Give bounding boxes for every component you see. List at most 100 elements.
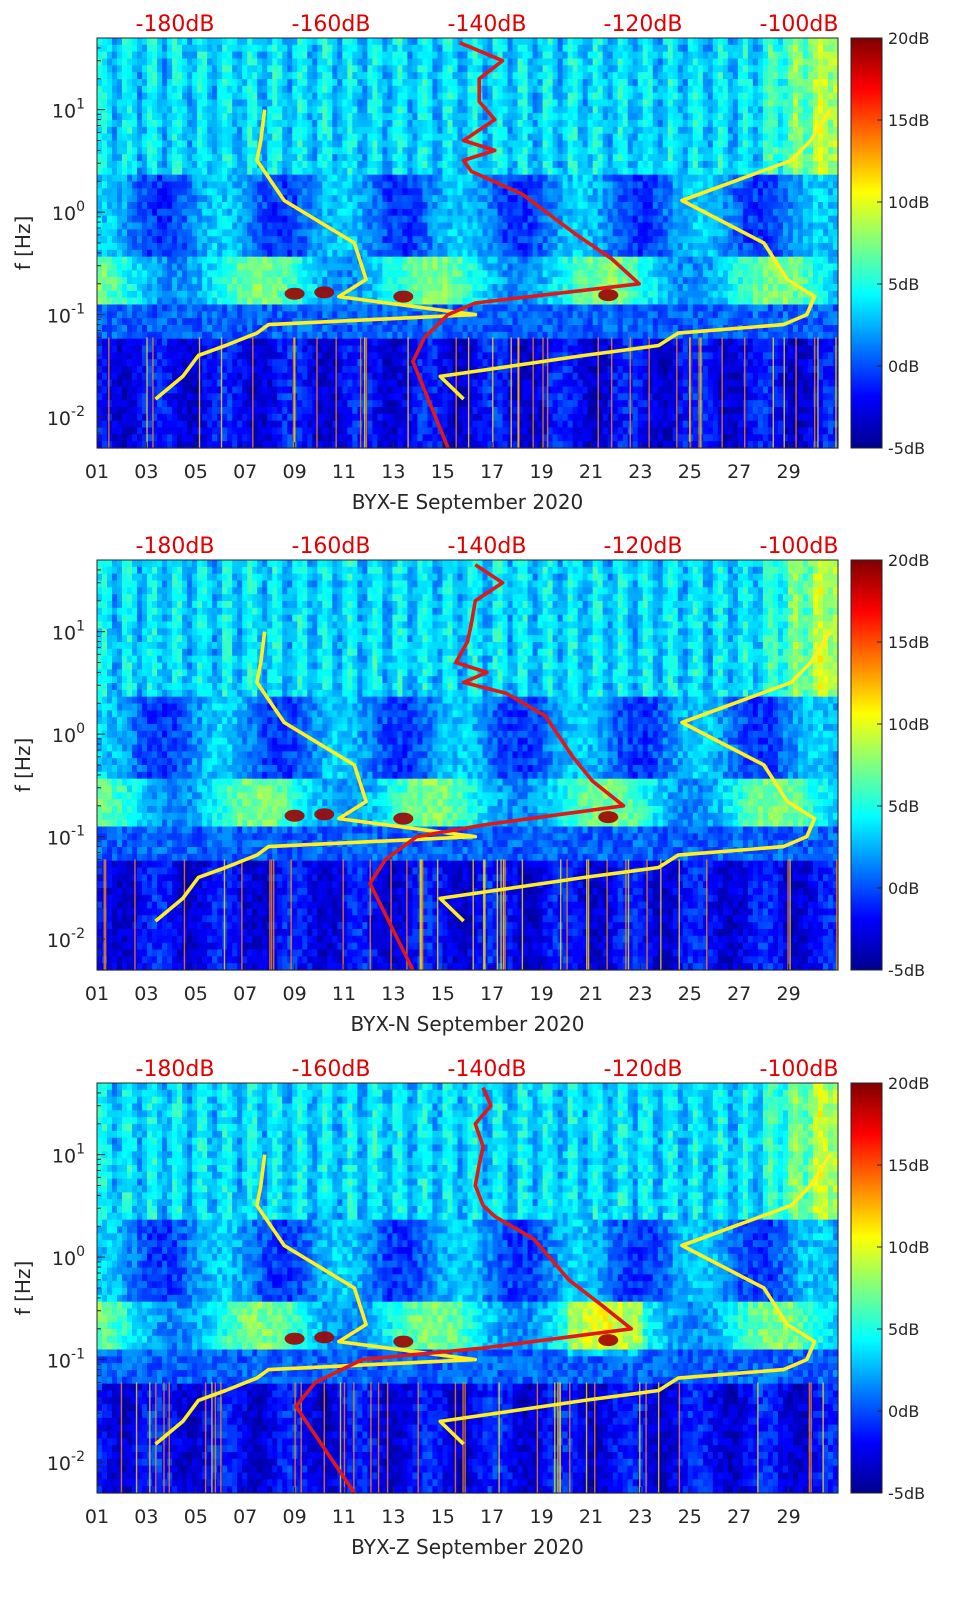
spectrogram-cell [257, 58, 263, 66]
spectrogram-cell [367, 372, 373, 381]
spectrogram-cell [202, 222, 208, 230]
spectrogram-cell [177, 215, 183, 224]
spectrogram-cell [392, 120, 399, 128]
spectrogram-cell [162, 441, 168, 449]
spectrogram-cell [332, 297, 338, 306]
spectrogram-cell [157, 400, 163, 408]
spectrogram-cell [447, 99, 454, 107]
spectrogram-cell [147, 434, 153, 442]
spectrogram-cell [317, 243, 323, 251]
spectrogram-cell [372, 208, 378, 217]
spectrogram-cell [207, 154, 213, 162]
spectrogram-cell [162, 140, 168, 148]
spectrogram-cell [462, 290, 469, 299]
spectrogram-cell [202, 188, 208, 196]
spectrogram-cell [207, 393, 213, 401]
spectrogram-cell [257, 434, 263, 442]
spectrogram-cell [482, 400, 489, 408]
spectrogram-cell [487, 229, 494, 237]
spectrogram-cell [457, 263, 464, 271]
spectrogram-cell [187, 331, 193, 340]
spectrogram-cell [102, 195, 108, 203]
spectrogram-cell [317, 92, 323, 101]
spectrogram-cell [197, 58, 203, 66]
spectrogram-cell [262, 311, 268, 319]
spectrogram-cell [342, 270, 348, 278]
spectrogram-cell [117, 85, 123, 94]
spectrogram-cell [427, 181, 434, 189]
spectrogram-cell [187, 58, 193, 66]
spectrogram-cell [272, 222, 278, 230]
spectrogram-cell [292, 195, 298, 203]
spectrogram-cell [122, 85, 128, 94]
spectrogram-cell [307, 222, 313, 230]
spectrogram-cell [442, 120, 449, 128]
spectrogram-cell [487, 270, 494, 278]
spectrogram-cell [272, 407, 278, 415]
spectrogram-cell [257, 277, 263, 285]
spectrogram-cell [422, 188, 429, 196]
spectrogram-cell [312, 154, 318, 162]
spectrogram-cell [432, 58, 439, 66]
spectrogram-cell [392, 106, 399, 114]
spectrogram-cell [297, 325, 303, 333]
spectrogram-cell [332, 38, 338, 46]
spectrogram-cell [412, 222, 419, 230]
spectrogram-cell [377, 386, 383, 394]
spectrogram-cell [337, 263, 343, 271]
spectrogram-cell [382, 413, 388, 422]
spectrogram-cell [312, 393, 318, 401]
spectrogram-cell [162, 208, 168, 217]
spectrogram-cell [302, 277, 308, 285]
spectrogram-cell [487, 188, 494, 196]
spectrogram-cell [117, 304, 123, 312]
spectrogram-cell [507, 229, 514, 237]
spectrogram-cell [222, 345, 228, 353]
spectrogram-cell [322, 263, 328, 271]
spectrogram-cell [467, 359, 474, 367]
spectrogram-cell [267, 167, 273, 176]
spectrogram-cell [152, 407, 158, 415]
spectrogram-cell [107, 379, 113, 388]
spectrogram-cell [427, 188, 434, 196]
spectrogram-cell [397, 38, 404, 46]
spectrogram-cell [307, 113, 313, 121]
spectrogram-cell [167, 99, 173, 107]
spectrogram-cell [257, 427, 263, 435]
spectrogram-cell [482, 243, 489, 251]
spectrogram-cell [422, 195, 429, 203]
spectrogram-cell [187, 188, 193, 196]
spectrogram-cell [257, 99, 263, 107]
spectrogram-cell [202, 372, 208, 381]
spectrogram-cell [242, 167, 248, 176]
spectrogram-cell [487, 161, 494, 169]
spectrogram-cell [387, 195, 393, 203]
spectrogram-cell [247, 202, 253, 210]
spectrogram-cell [112, 85, 118, 94]
spectrogram-cell [407, 345, 414, 353]
spectrogram-cell [327, 202, 333, 210]
spectrogram-cell [127, 167, 133, 176]
spectrogram-cell [247, 188, 253, 196]
spectrogram-cell [132, 161, 138, 169]
spectrogram-cell [307, 92, 313, 101]
spectrogram-cell [102, 270, 108, 278]
spectrogram-cell [152, 372, 158, 381]
spectrogram-cell [187, 44, 193, 53]
spectrogram-cell [177, 393, 183, 401]
spectrogram-cell [387, 72, 393, 80]
spectrogram-cell [192, 147, 198, 155]
spectrogram-cell [152, 140, 158, 148]
spectrogram-cell [237, 297, 243, 306]
spectrogram-cell [317, 441, 323, 449]
spectrogram-cell [282, 243, 288, 251]
spectrogram-cell [227, 256, 233, 265]
spectrogram-cell [132, 65, 138, 73]
spectrogram-cell [377, 256, 383, 265]
spectrogram-cell [367, 222, 373, 230]
spectrogram-cell [97, 441, 103, 449]
spectrogram-cell [352, 277, 358, 285]
spectrogram-cell [122, 304, 128, 312]
spectrogram-cell [472, 359, 479, 367]
spectrogram-cell [327, 72, 333, 80]
